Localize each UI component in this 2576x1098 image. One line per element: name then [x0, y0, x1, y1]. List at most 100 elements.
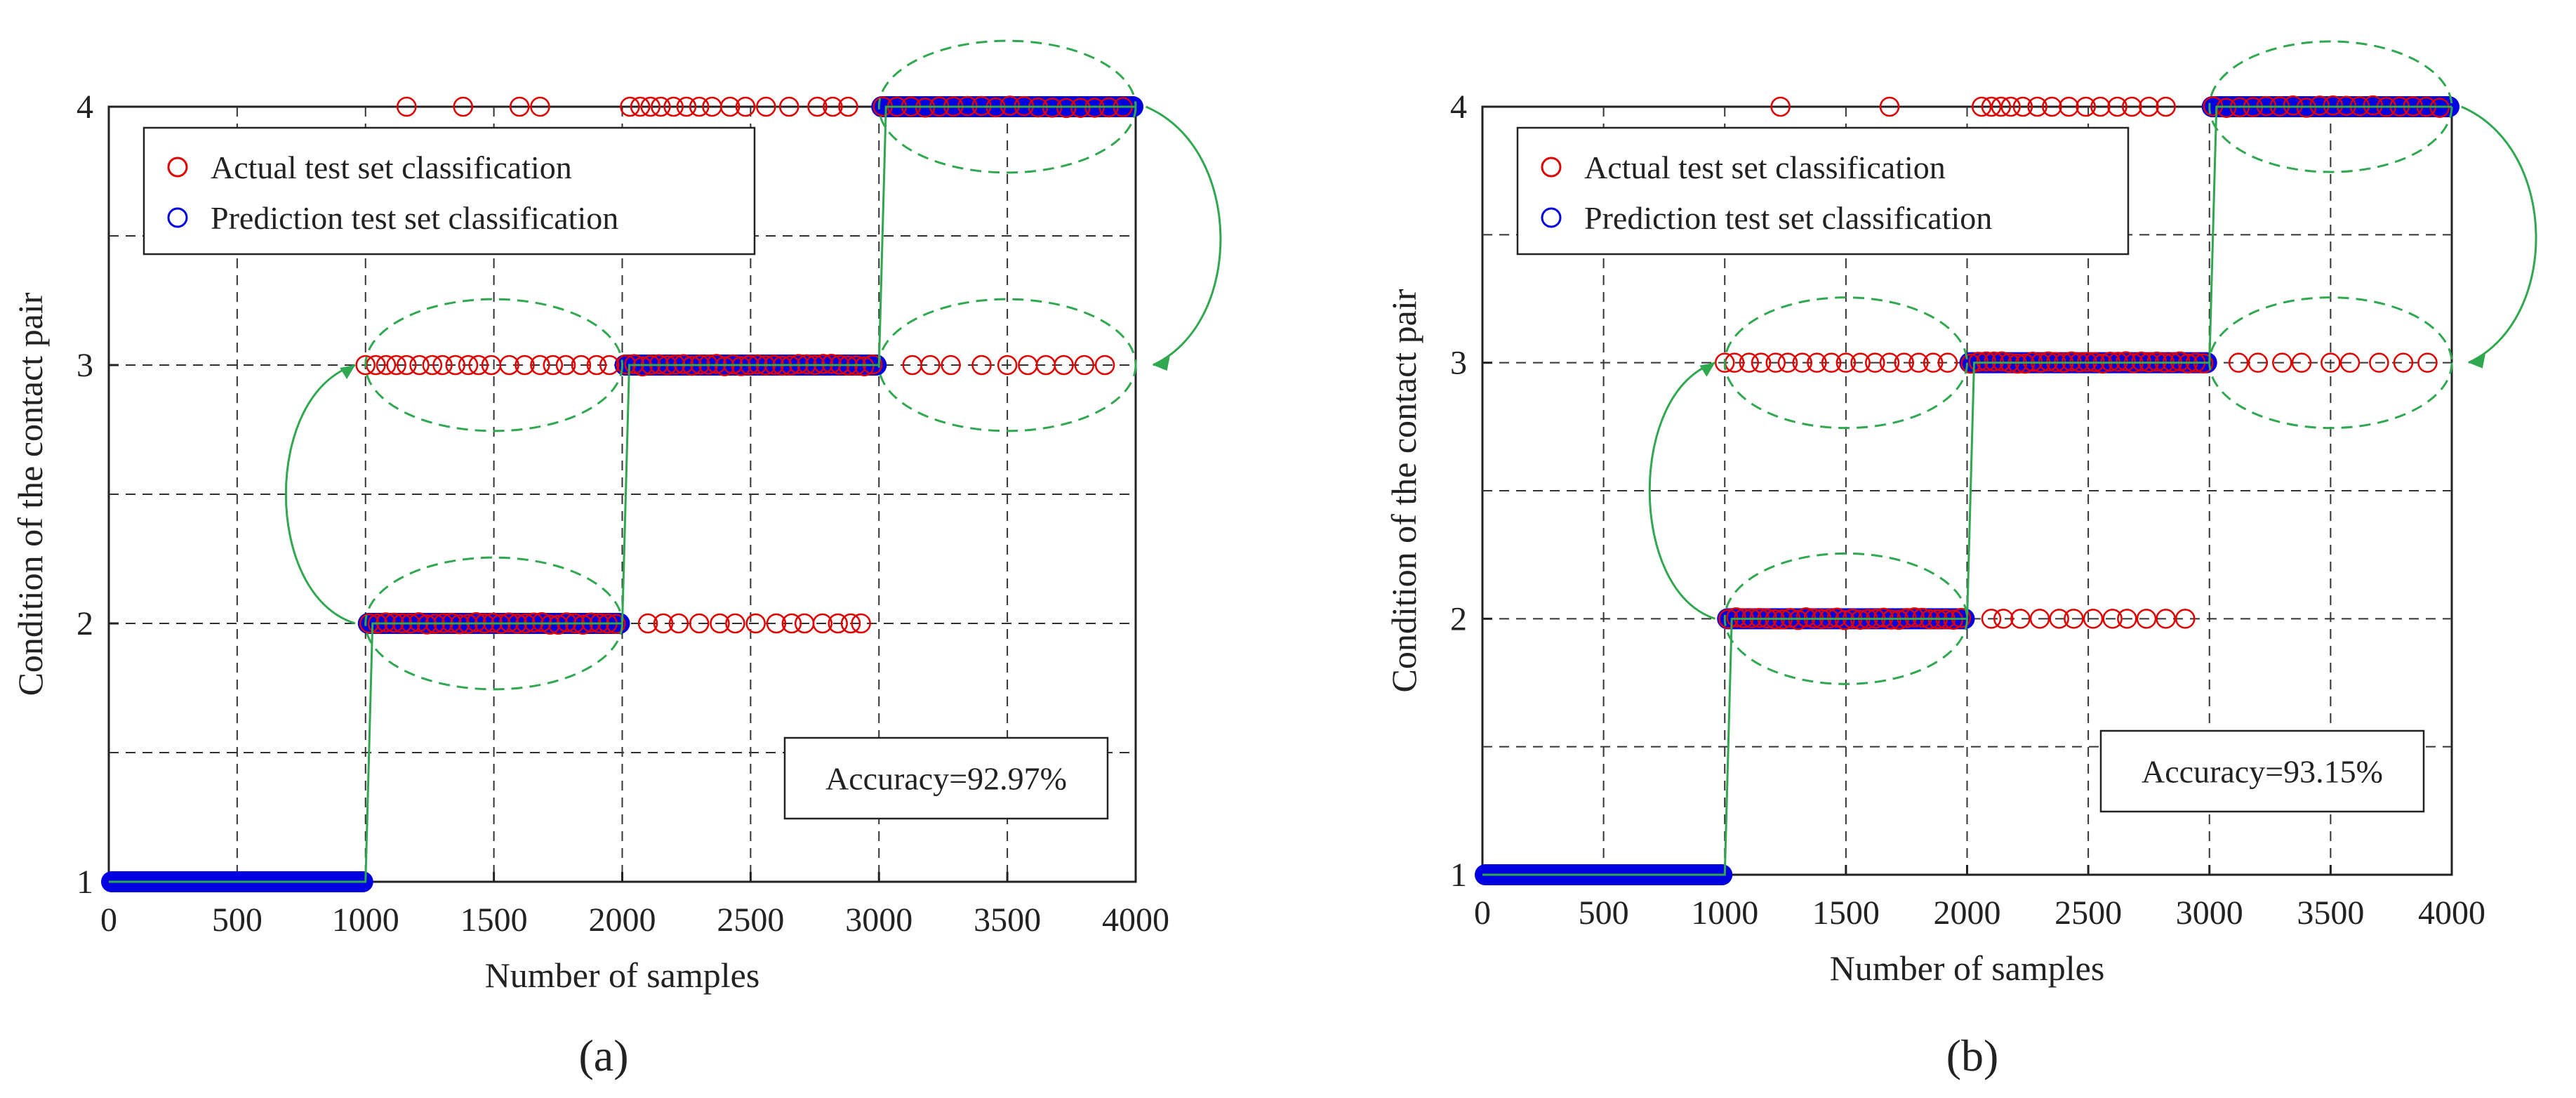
- data-point-actual: [689, 613, 710, 634]
- data-point-actual: [445, 355, 466, 376]
- y-tick-label: 4: [1450, 88, 1467, 126]
- data-point-actual: [668, 613, 689, 634]
- data-point-actual: [689, 96, 710, 117]
- data-point-actual: [556, 612, 577, 633]
- data-point-actual: [530, 96, 550, 117]
- data-point-actual: [745, 613, 766, 634]
- data-point-actual: [1715, 352, 1735, 373]
- data-point-actual: [548, 614, 569, 635]
- data-point-actual: [838, 96, 858, 117]
- data-point-actual: [2363, 95, 2384, 116]
- data-point-actual: [807, 96, 828, 117]
- y-tick-label: 4: [77, 88, 93, 126]
- data-point-actual: [531, 611, 552, 633]
- data-point-actual: [813, 354, 834, 374]
- data-point-actual: [2117, 609, 2137, 629]
- data-point-actual: [1865, 352, 1885, 373]
- data-point-actual: [1056, 98, 1077, 119]
- accuracy-text: Accuracy=93.15%: [2142, 754, 2383, 790]
- data-point-actual: [355, 355, 376, 376]
- x-axis-label: Number of samples: [1830, 948, 2105, 988]
- accuracy-frame: [2099, 729, 2425, 813]
- data-point-actual: [663, 96, 684, 117]
- data-point-actual: [1923, 352, 1944, 373]
- data-point-actual: [397, 96, 417, 117]
- highlight-ellipses: [364, 39, 1137, 691]
- legend: Actual test set classification Prediction…: [1516, 126, 2130, 256]
- data-point-actual: [2175, 609, 2196, 629]
- data-point-actual: [1908, 352, 1929, 373]
- highlight-ellipses: [1723, 40, 2453, 685]
- legend-label-actual: Actual test set classification: [1584, 150, 1946, 185]
- step-line: [1482, 105, 2452, 876]
- data-point-actual: [1993, 609, 2014, 629]
- data-point-actual: [422, 355, 443, 376]
- accuracy-frame: [783, 736, 1109, 820]
- data-point-actual: [2059, 96, 2079, 117]
- y-axis-label: Condition of the contact pair: [11, 292, 50, 696]
- x-tick-label: 1500: [1812, 894, 1880, 932]
- arrowhead: [2468, 354, 2485, 369]
- data-point-actual: [1765, 352, 1786, 373]
- prediction-step-line: [1482, 105, 2452, 876]
- data-point-actual: [2062, 351, 2082, 372]
- y-axis-label: Condition of the contact pair: [1384, 289, 1423, 692]
- data-point-actual: [1879, 96, 1900, 117]
- data-point-actual: [555, 355, 576, 376]
- x-tick-label: 4000: [1102, 901, 1169, 939]
- x-tick-label: 0: [1474, 894, 1491, 932]
- data-point-actual: [1971, 96, 1992, 117]
- data-point-actual: [1991, 351, 2012, 372]
- data-point-actual: [1795, 607, 1817, 628]
- data-point-actual: [2323, 95, 2344, 116]
- data-point-actual: [1981, 96, 2002, 117]
- arrowhead: [340, 365, 356, 379]
- legend-marker-actual: [1541, 157, 1562, 178]
- data-point-actual: [778, 96, 799, 117]
- data-point-actual: [573, 614, 593, 635]
- data-point-actual: [971, 355, 992, 376]
- data-point-actual: [2090, 96, 2111, 117]
- data-point-actual: [620, 96, 640, 117]
- data-point-actual: [571, 355, 592, 376]
- legend-marker-actual: [167, 157, 188, 178]
- data-point-actual: [632, 356, 653, 377]
- data-point-actual: [706, 354, 726, 374]
- x-axis-label: Number of samples: [485, 955, 760, 995]
- highlight-ellipse: [1723, 296, 1968, 430]
- data-point-actual: [586, 355, 607, 376]
- data-point-actual: [710, 613, 730, 634]
- data-point-actual: [2010, 609, 2031, 629]
- data-point-actual: [823, 96, 843, 117]
- data-point-actual: [386, 355, 406, 376]
- y-tick-label: 3: [77, 347, 93, 384]
- data-point-actual: [2429, 98, 2450, 118]
- data-point-actual: [630, 96, 651, 117]
- x-tick-label: 3000: [2176, 894, 2243, 932]
- data-point-actual: [1094, 355, 1115, 376]
- data-point-actual: [458, 355, 479, 376]
- data-point-actual: [2393, 352, 2414, 373]
- y-tick-label: 1: [77, 864, 93, 901]
- x-tick-label: 2500: [2054, 894, 2122, 932]
- data-point-actual: [1991, 96, 2012, 117]
- data-point-actual: [1792, 352, 1812, 373]
- data-point-actual: [1826, 607, 1847, 628]
- data-point-actual: [2339, 352, 2361, 373]
- legend-label-prediction: Prediction test set classification: [211, 200, 618, 236]
- legend-label-actual: Actual test set classification: [211, 150, 572, 185]
- data-point-actual: [1889, 609, 1909, 630]
- x-tick-label: 3500: [2297, 894, 2364, 932]
- data-point-actual: [1751, 352, 1772, 373]
- x-tick-label: 500: [1579, 894, 1629, 932]
- legend-box: [142, 126, 756, 256]
- data-point-actual: [676, 96, 697, 117]
- data-point-actual: [468, 355, 489, 376]
- x-tick-label: 1000: [332, 901, 399, 939]
- y-tick-label: 1: [1450, 856, 1467, 894]
- data-point-actual: [1821, 352, 1842, 373]
- data-point-actual: [1984, 351, 2005, 372]
- data-point-actual: [1807, 352, 1827, 373]
- data-point-actual: [854, 356, 875, 377]
- data-point-actual: [2248, 352, 2269, 373]
